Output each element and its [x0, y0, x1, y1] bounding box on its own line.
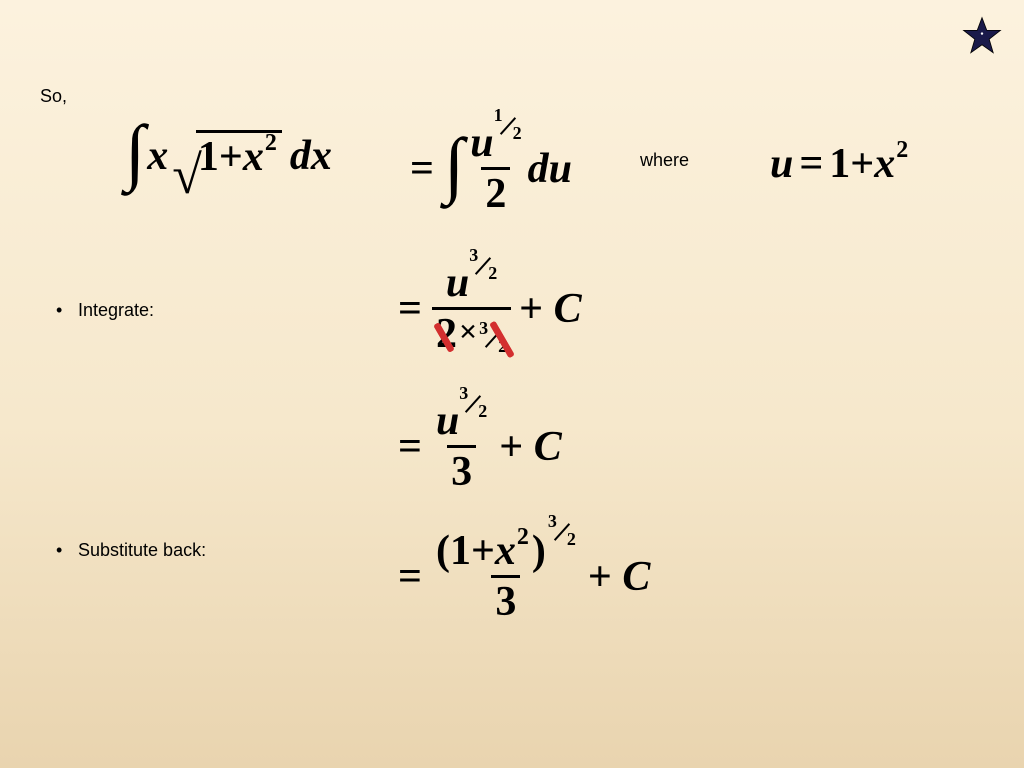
fraction: ( 1 + x 2 ) 3 2 3	[432, 530, 580, 623]
var-u: u	[770, 140, 793, 188]
paren-open: (	[436, 530, 450, 572]
var-x: x	[495, 530, 516, 572]
plus-C: + C	[580, 553, 650, 601]
exp-half: 1 2	[494, 110, 522, 140]
plus-C: + + CC	[511, 285, 581, 333]
var-u: u	[470, 122, 493, 164]
exp-2: 2	[265, 130, 277, 157]
equals: =	[398, 285, 432, 333]
fraction: u 1 2 2	[466, 122, 525, 215]
label-so: So,	[40, 86, 67, 107]
sqrt: √ 1 + x 2	[172, 130, 282, 181]
var-u: u	[436, 400, 459, 442]
fraction: u 3 2 2 × 3 2	[432, 262, 511, 355]
var-x: x	[147, 132, 168, 180]
var-x: x	[243, 133, 264, 181]
den-2: 2	[481, 167, 510, 215]
exp-2: 2	[517, 525, 529, 549]
plus: +	[850, 140, 874, 188]
eq1-lhs: ∫ x √ 1 + x 2 dx	[125, 130, 332, 181]
exp-2: 2	[896, 137, 908, 164]
eq2: = u 3 2 2 × 3 2 + + CC	[398, 262, 582, 355]
den-3: 3	[491, 575, 520, 623]
equals: =	[793, 140, 829, 188]
label-where: where	[640, 150, 689, 171]
paren-close: )	[528, 530, 546, 572]
equals: =	[398, 423, 432, 471]
eq4: = ( 1 + x 2 ) 3 2 3 + C	[398, 530, 650, 623]
exp-3-2: 3 2	[469, 250, 497, 280]
fraction: u 3 2 3	[432, 400, 491, 493]
du: du	[526, 145, 572, 193]
const-1: 1	[450, 530, 471, 572]
eq1-rhs: = ∫ u 1 2 2 du	[400, 122, 572, 215]
plus: +	[471, 530, 495, 572]
plus-C: + C	[491, 423, 561, 471]
exp-3-2: 3 2	[459, 388, 487, 418]
exp-3-2: 3 2	[548, 516, 576, 546]
equals: =	[398, 553, 432, 601]
dx: dx	[290, 132, 332, 180]
plus: +	[219, 133, 243, 181]
var-x: x	[874, 140, 895, 188]
sub-definition: u = 1 + x 2	[770, 140, 907, 188]
label-substitute: Substitute back:	[78, 540, 206, 561]
equals: =	[400, 145, 444, 193]
eq3: = u 3 2 3 + C	[398, 400, 562, 493]
label-integrate: Integrate:	[78, 300, 154, 321]
const-1: 1	[829, 140, 850, 188]
star-icon	[962, 16, 1002, 56]
den-3: 3	[447, 445, 476, 493]
times: ×	[457, 315, 479, 347]
var-u: u	[446, 262, 469, 304]
